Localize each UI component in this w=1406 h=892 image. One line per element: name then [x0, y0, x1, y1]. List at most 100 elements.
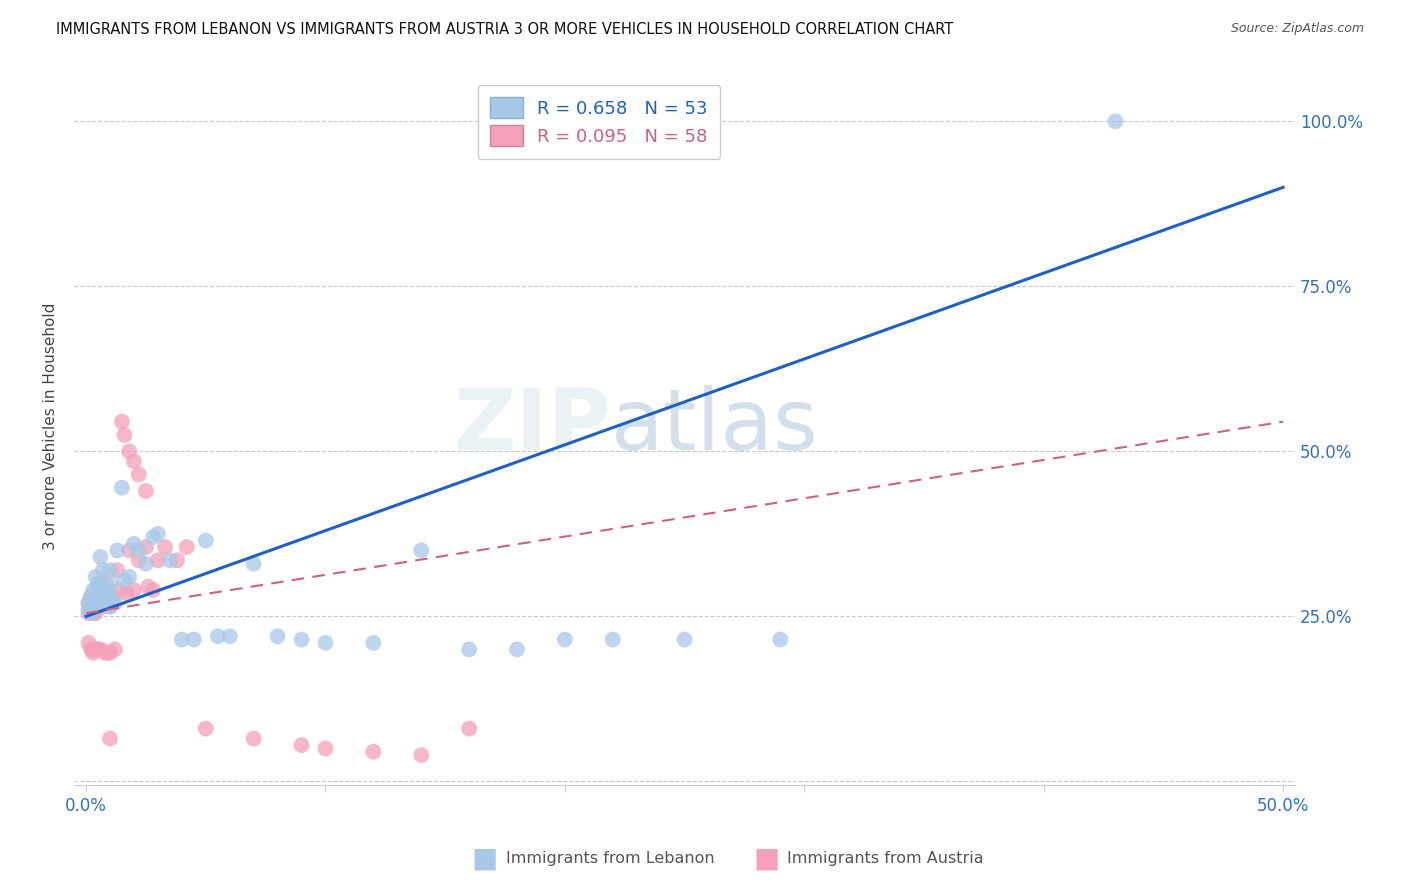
Point [82, 646, 104, 660]
Point [87, 599, 110, 614]
Point [128, 553, 150, 567]
Point [218, 629, 240, 643]
Text: ■: ■ [754, 844, 779, 872]
Point [602, 632, 624, 647]
Point [194, 533, 217, 548]
Text: Immigrants from Austria: Immigrants from Austria [787, 851, 984, 865]
Point [84, 596, 107, 610]
Point [411, 543, 433, 558]
Point [91, 586, 114, 600]
Point [111, 481, 134, 495]
Point [1104, 114, 1126, 128]
Point [176, 540, 198, 554]
Point [94, 596, 117, 610]
Point [411, 747, 433, 762]
Point [80, 599, 103, 614]
Text: Immigrants from Lebanon: Immigrants from Lebanon [506, 851, 714, 865]
Point [146, 553, 169, 567]
Point [135, 557, 157, 571]
Point [115, 586, 138, 600]
Point [82, 603, 104, 617]
Point [142, 582, 165, 597]
Point [82, 606, 104, 620]
Point [87, 599, 110, 614]
Point [118, 570, 141, 584]
Point [183, 632, 205, 647]
Point [84, 590, 107, 604]
Point [80, 590, 103, 604]
Point [118, 543, 141, 558]
Point [77, 606, 100, 620]
Point [673, 632, 696, 647]
Point [105, 543, 128, 558]
Text: ■: ■ [472, 844, 498, 872]
Point [89, 549, 111, 564]
Point [170, 632, 193, 647]
Text: ZIP: ZIP [454, 385, 612, 468]
Point [122, 454, 145, 468]
Point [506, 642, 529, 657]
Point [77, 636, 100, 650]
Point [314, 636, 336, 650]
Point [94, 580, 117, 594]
Point [142, 530, 165, 544]
Point [290, 632, 312, 647]
Point [128, 543, 150, 558]
Point [98, 576, 121, 591]
Point [105, 563, 128, 577]
Point [242, 731, 264, 746]
Point [128, 467, 150, 482]
Point [112, 573, 135, 587]
Point [89, 576, 111, 591]
Point [135, 483, 157, 498]
Point [80, 606, 103, 620]
Point [87, 580, 110, 594]
Point [91, 563, 114, 577]
Point [98, 599, 121, 614]
Point [80, 606, 103, 620]
Point [89, 593, 111, 607]
Point [290, 738, 312, 752]
Point [98, 599, 121, 614]
Point [80, 599, 103, 614]
Point [458, 642, 481, 657]
Point [136, 580, 159, 594]
Point [97, 582, 120, 597]
Point [82, 582, 104, 597]
Point [89, 642, 111, 657]
Point [82, 593, 104, 607]
Point [146, 527, 169, 541]
Point [84, 606, 107, 620]
Point [91, 599, 114, 614]
Point [87, 576, 110, 591]
Point [111, 415, 134, 429]
Point [363, 745, 385, 759]
Point [135, 540, 157, 554]
Point [97, 590, 120, 604]
Point [84, 570, 107, 584]
Point [97, 646, 120, 660]
Point [104, 596, 127, 610]
Point [84, 596, 107, 610]
Text: Source: ZipAtlas.com: Source: ZipAtlas.com [1230, 22, 1364, 36]
Point [242, 557, 264, 571]
Point [84, 642, 107, 657]
Text: atlas: atlas [612, 385, 820, 468]
Point [94, 593, 117, 607]
Point [314, 741, 336, 756]
Point [108, 582, 131, 597]
Point [98, 563, 121, 577]
Point [80, 590, 103, 604]
Point [554, 632, 576, 647]
Point [94, 646, 117, 660]
Point [94, 576, 117, 591]
Point [166, 553, 188, 567]
Point [266, 629, 288, 643]
Point [82, 593, 104, 607]
Legend: R = 0.658   N = 53, R = 0.095   N = 58: R = 0.658 N = 53, R = 0.095 N = 58 [478, 85, 720, 159]
Point [153, 540, 176, 554]
Point [194, 722, 217, 736]
Point [80, 642, 103, 657]
Point [458, 722, 481, 736]
Point [98, 731, 121, 746]
